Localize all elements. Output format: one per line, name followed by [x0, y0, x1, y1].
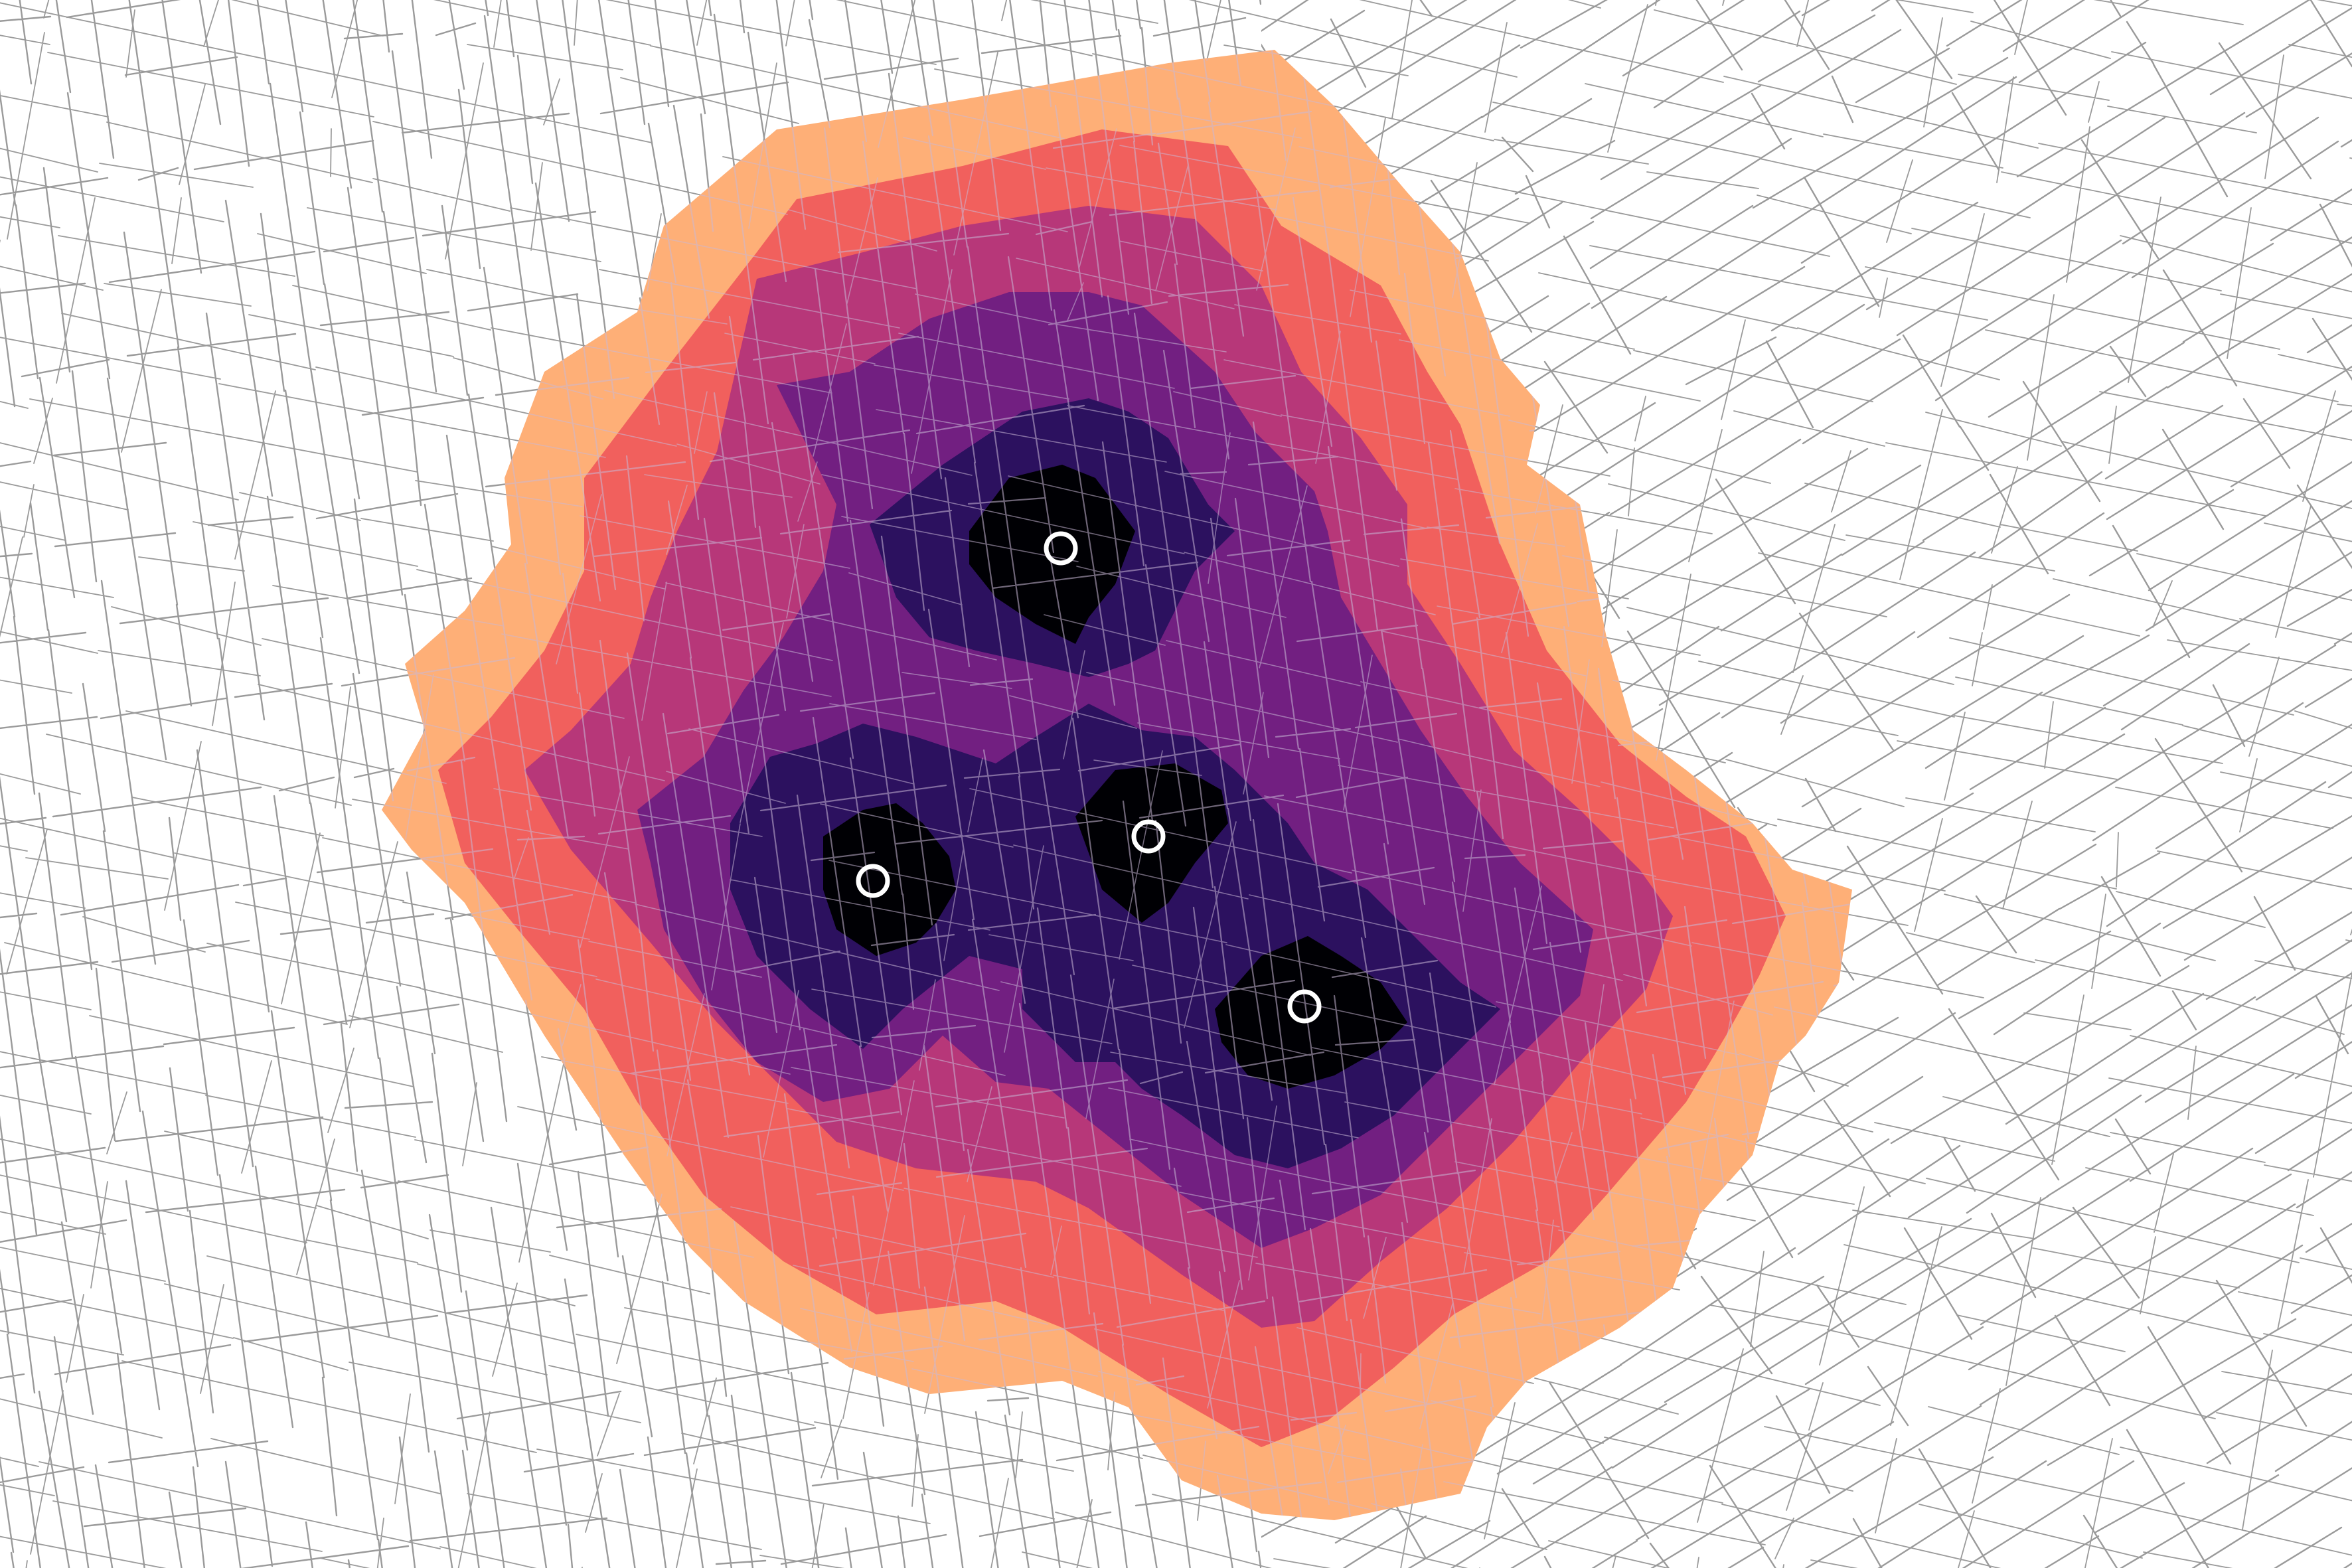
origin-markers — [856, 531, 1322, 1024]
origin-marker-1[interactable] — [1044, 531, 1078, 566]
origin-marker-2[interactable] — [856, 864, 890, 898]
band-1-center — [1075, 763, 1228, 923]
origin-marker-3[interactable] — [1131, 819, 1166, 854]
travel-time-bands — [382, 50, 1852, 1520]
band-1-north — [969, 465, 1135, 644]
origin-marker-4[interactable] — [1287, 989, 1322, 1024]
band-1-south — [1215, 936, 1407, 1089]
